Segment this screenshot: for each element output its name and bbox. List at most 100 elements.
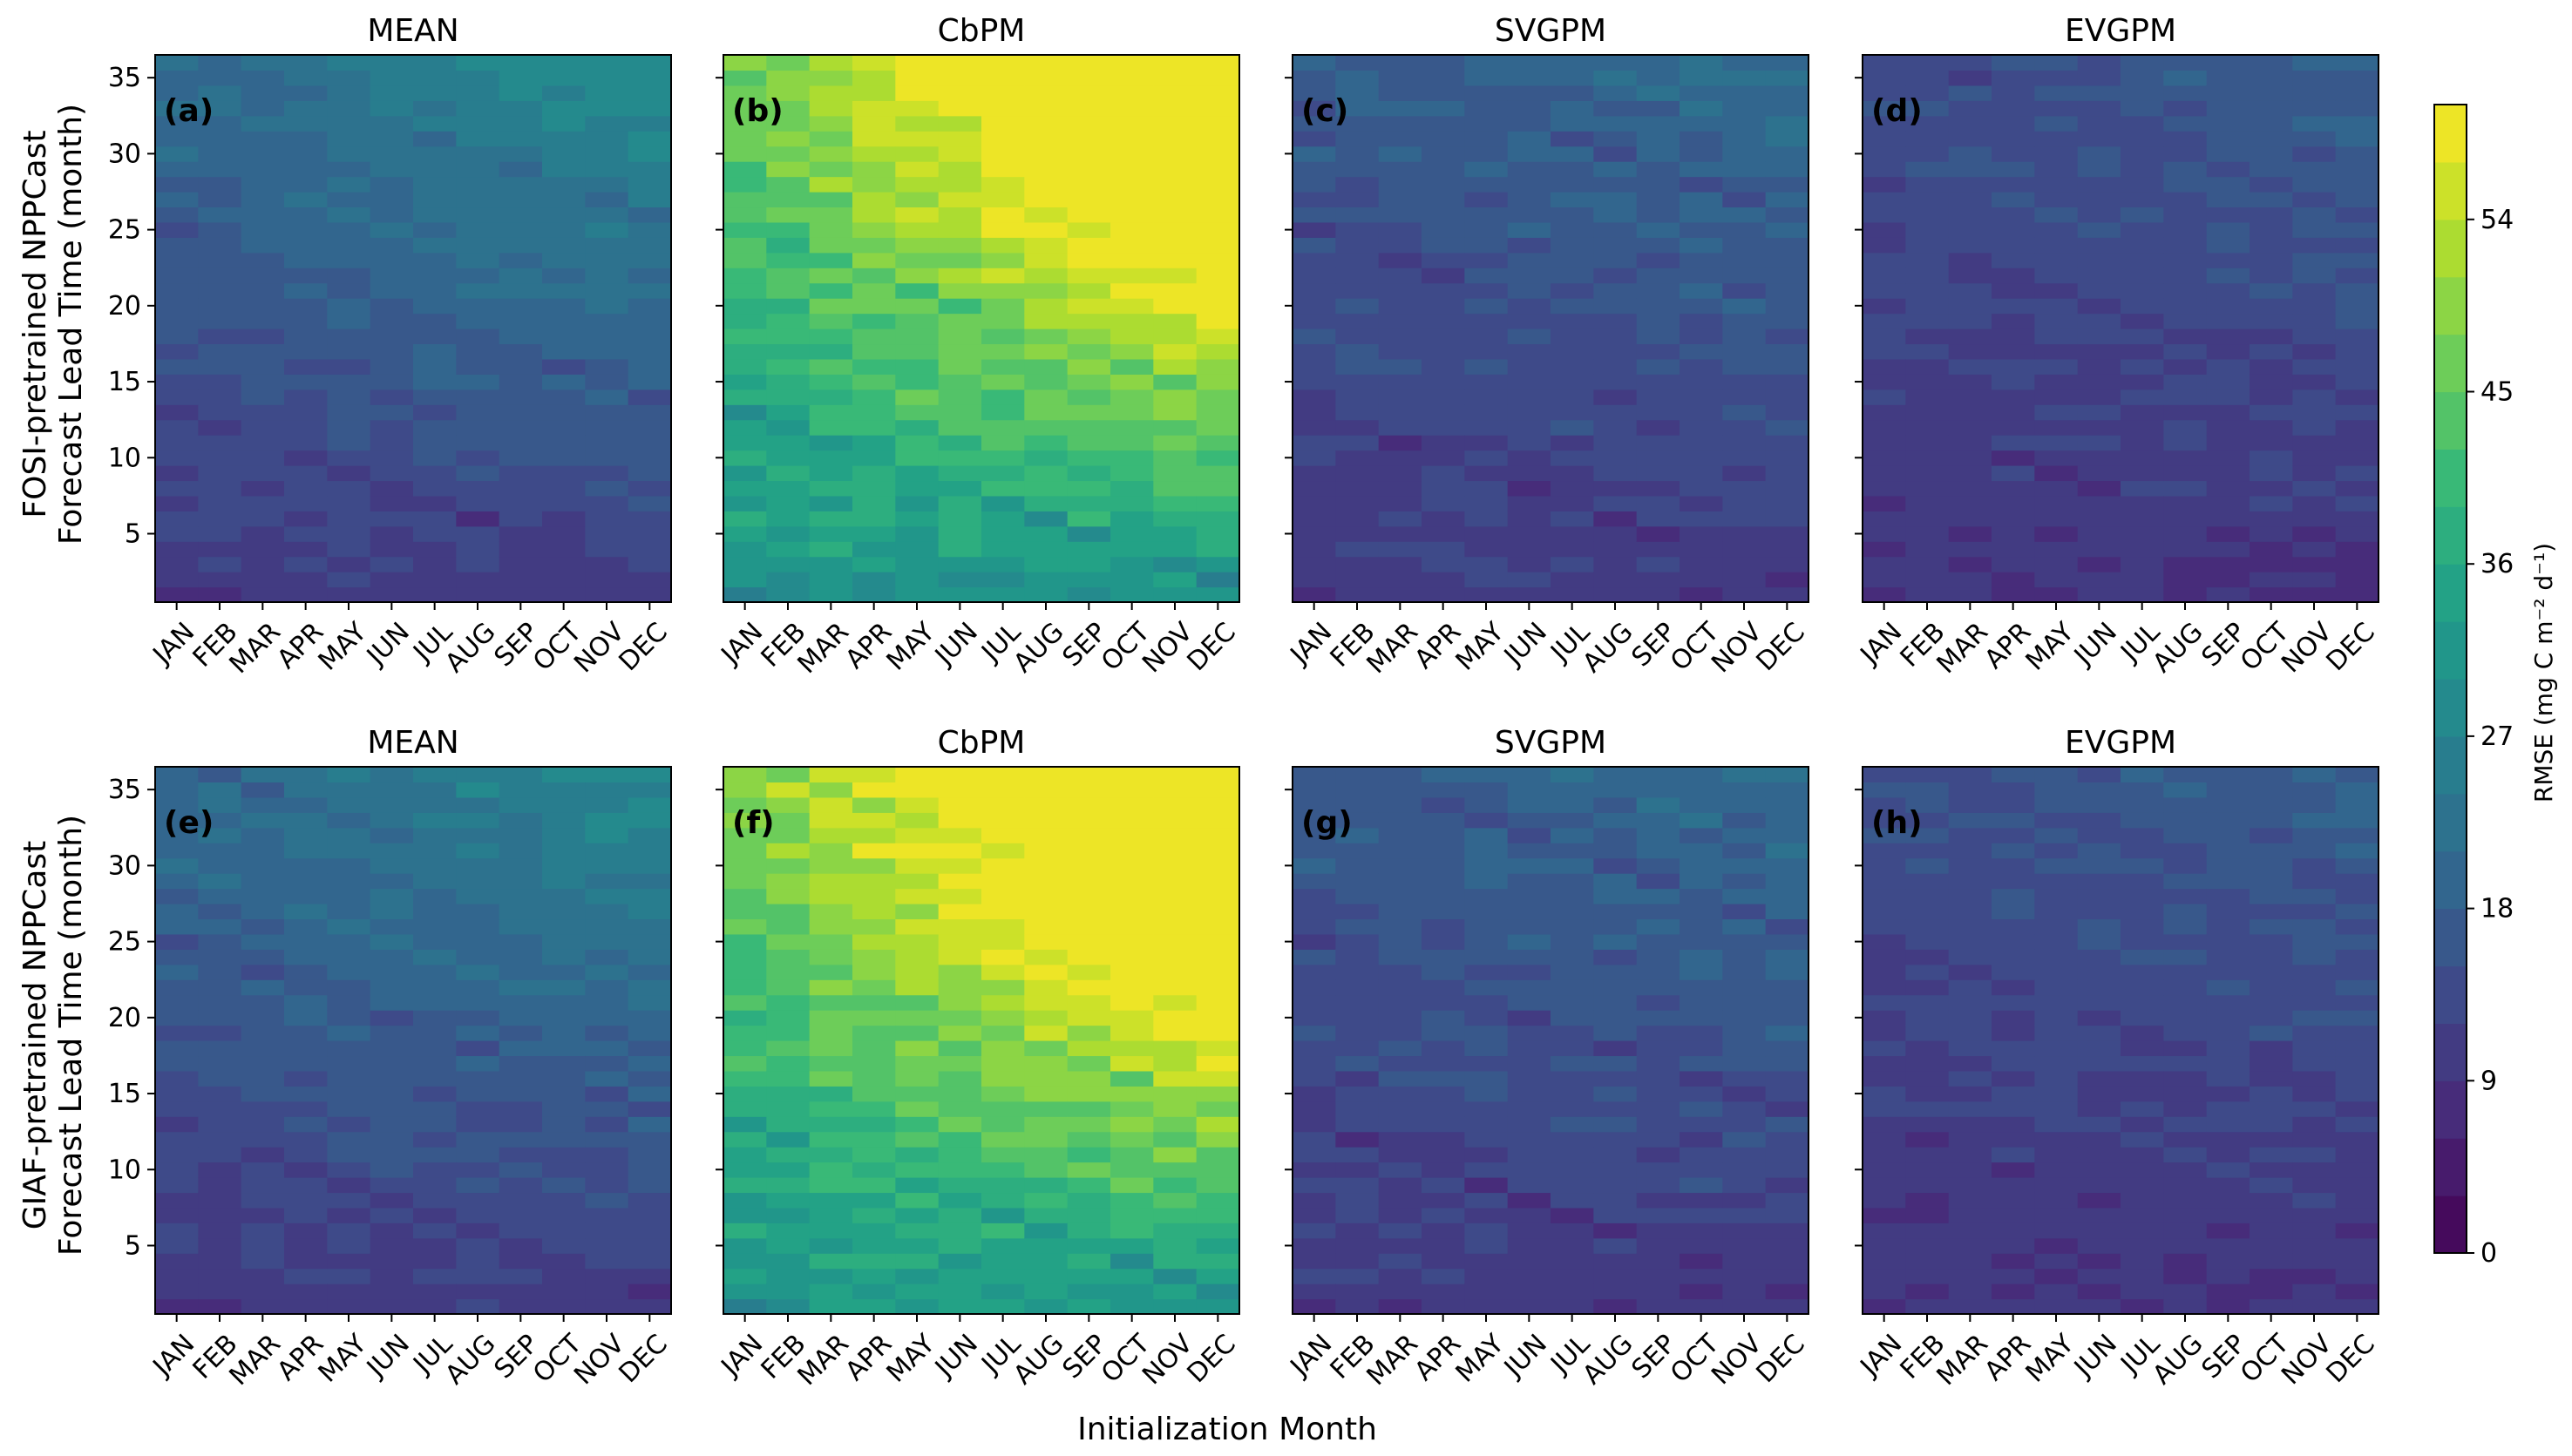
heatmap-cell	[1464, 949, 1509, 965]
heatmap-cell	[2250, 100, 2293, 117]
heatmap-cell	[413, 146, 457, 162]
heatmap-cell	[2206, 1131, 2250, 1148]
heatmap-cell	[766, 343, 811, 360]
heatmap-cell	[1507, 1010, 1551, 1026]
heatmap-cell	[585, 1010, 629, 1026]
heatmap-cell	[1110, 389, 1154, 405]
heatmap-cell	[456, 404, 500, 421]
heatmap-cell	[1024, 465, 1069, 482]
heatmap-cell	[628, 70, 672, 86]
heatmap-cell	[2250, 904, 2293, 920]
heatmap-cell	[895, 1253, 940, 1270]
heatmap-cell	[1293, 1131, 1336, 1148]
heatmap-cell	[1593, 843, 1638, 859]
heatmap-cell	[938, 933, 982, 950]
heatmap-cell	[723, 1086, 767, 1102]
heatmap-cell	[1422, 419, 1465, 436]
heatmap-cell	[1422, 495, 1465, 511]
heatmap-cell	[809, 1253, 853, 1270]
heatmap-cell	[628, 450, 672, 466]
heatmap-cell	[198, 282, 242, 299]
heatmap-cell	[1335, 1283, 1380, 1300]
heatmap-cell	[723, 131, 767, 147]
heatmap-cell	[1765, 979, 1809, 996]
colorbar-segment	[2434, 506, 2467, 565]
heatmap-cell	[1335, 1147, 1380, 1163]
heatmap-cell	[1293, 435, 1336, 451]
heatmap-cell	[585, 933, 629, 950]
heatmap-cell	[1905, 541, 1950, 558]
heatmap-cell	[1863, 964, 1906, 980]
heatmap-cell	[413, 1253, 457, 1270]
heatmap-cell	[1765, 480, 1809, 497]
heatmap-cell	[723, 1207, 767, 1223]
heatmap-cell	[1422, 812, 1465, 829]
heatmap-cell	[1067, 525, 1111, 542]
heatmap-cell	[1551, 1298, 1594, 1315]
heatmap-cell	[2292, 918, 2337, 935]
heatmap-cell	[370, 843, 414, 859]
heatmap-cell	[370, 328, 414, 345]
heatmap-cell	[1067, 933, 1111, 950]
heatmap-cell	[766, 1086, 811, 1102]
heatmap-cell	[766, 495, 811, 511]
heatmap-cell	[1905, 176, 1950, 193]
colorbar-tick-label: 27	[2480, 721, 2514, 752]
heatmap-cell	[1765, 904, 1809, 920]
heatmap-cell	[2121, 358, 2164, 375]
heatmap-cell	[1765, 1253, 1809, 1270]
heatmap-cell	[981, 1131, 1025, 1148]
heatmap-cell	[2121, 1055, 2164, 1072]
heatmap-cell	[1551, 782, 1594, 798]
heatmap-cell	[1293, 1116, 1336, 1133]
heatmap-cell	[2292, 1222, 2337, 1239]
heatmap-cell	[456, 904, 500, 920]
heatmap-cell	[1765, 525, 1809, 542]
heatmap-cell	[1593, 343, 1638, 360]
heatmap-cell	[327, 1283, 371, 1300]
heatmap-cell	[542, 146, 586, 162]
heatmap-cell	[1153, 192, 1198, 208]
heatmap-cell	[2163, 1086, 2208, 1102]
heatmap-cell	[2335, 843, 2379, 859]
heatmap-cell	[1335, 556, 1380, 572]
heatmap-cell	[1293, 873, 1336, 890]
heatmap-cell	[585, 207, 629, 223]
heatmap-cell	[1110, 1086, 1154, 1102]
heatmap-cell	[1905, 812, 1950, 829]
heatmap-cell	[155, 1025, 199, 1041]
heatmap-cell	[327, 1207, 371, 1223]
heatmap-cell	[628, 843, 672, 859]
heatmap-cell	[1024, 404, 1069, 421]
heatmap-cell	[1335, 1131, 1380, 1148]
heatmap-cell	[1636, 419, 1680, 436]
heatmap-cell	[1593, 115, 1638, 132]
heatmap-cell	[585, 252, 629, 268]
heatmap-cell	[370, 237, 414, 254]
heatmap-cell	[766, 404, 811, 421]
heatmap-cell	[1948, 1147, 1992, 1163]
heatmap-cell	[585, 85, 629, 101]
heatmap-cell	[1722, 1116, 1767, 1133]
heatmap-cell	[1196, 1207, 1240, 1223]
heatmap-cell	[1024, 131, 1069, 147]
heatmap-cell	[284, 918, 328, 935]
heatmap-cell	[2077, 1298, 2121, 1315]
heatmap-cell	[1153, 1253, 1198, 1270]
colorbar-segment	[2434, 1023, 2467, 1081]
heatmap-cell	[499, 192, 543, 208]
heatmap-cell	[2077, 873, 2121, 890]
heatmap-cell	[1948, 480, 1992, 497]
heatmap-cell	[2292, 146, 2337, 162]
heatmap-cell	[1551, 1207, 1594, 1223]
heatmap-cell	[1335, 70, 1380, 86]
heatmap-cell	[198, 556, 242, 572]
heatmap-cell	[1863, 1161, 1906, 1178]
heatmap-cell	[852, 313, 896, 329]
heatmap-cell	[2034, 343, 2079, 360]
heatmap-cell	[1905, 1025, 1950, 1041]
heatmap-cell	[895, 282, 940, 299]
heatmap-cell	[499, 1207, 543, 1223]
heatmap-cell	[1067, 1207, 1111, 1223]
